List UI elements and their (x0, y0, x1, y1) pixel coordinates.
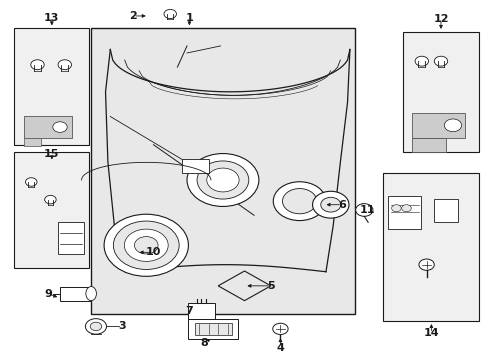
Text: 2: 2 (129, 11, 137, 21)
Text: 8: 8 (200, 338, 207, 348)
Bar (411, 113, 464, 138)
Ellipse shape (86, 287, 96, 301)
Circle shape (272, 323, 287, 334)
Circle shape (90, 322, 102, 330)
Text: 14: 14 (423, 328, 438, 338)
Bar (411, 138, 445, 152)
Circle shape (134, 237, 158, 254)
Bar (383, 173, 478, 321)
Bar (91, 28, 354, 314)
Circle shape (312, 191, 348, 218)
Circle shape (163, 9, 176, 19)
Circle shape (85, 319, 106, 334)
Text: 3: 3 (118, 321, 126, 332)
Circle shape (444, 119, 461, 132)
Bar (58, 222, 84, 254)
Circle shape (31, 60, 44, 69)
Bar (15, 28, 89, 145)
Circle shape (113, 221, 179, 270)
Circle shape (206, 168, 239, 192)
Circle shape (273, 182, 325, 221)
Text: 1: 1 (185, 13, 193, 23)
Text: 15: 15 (44, 149, 60, 158)
Circle shape (186, 153, 258, 207)
Text: 11: 11 (359, 205, 375, 215)
Circle shape (44, 195, 56, 204)
Text: 6: 6 (337, 200, 345, 210)
Text: 13: 13 (44, 13, 60, 23)
Bar (188, 319, 238, 339)
Bar (187, 303, 214, 319)
Circle shape (433, 56, 447, 66)
Circle shape (391, 205, 400, 212)
Bar (387, 196, 420, 229)
Bar (60, 287, 91, 301)
Bar (24, 117, 72, 138)
Bar (182, 159, 208, 173)
Circle shape (355, 204, 372, 216)
Circle shape (25, 178, 37, 186)
Circle shape (53, 122, 67, 132)
Text: 4: 4 (276, 343, 284, 352)
Circle shape (124, 229, 168, 261)
Circle shape (58, 60, 71, 69)
Text: 9: 9 (44, 289, 52, 298)
Circle shape (197, 161, 248, 199)
Circle shape (104, 214, 188, 276)
Bar (433, 199, 457, 222)
Bar (15, 152, 89, 268)
Bar (24, 138, 41, 147)
Circle shape (320, 197, 340, 212)
Bar (402, 32, 478, 152)
Bar (195, 323, 231, 335)
Circle shape (414, 56, 427, 66)
Text: 10: 10 (145, 247, 161, 257)
Text: 7: 7 (185, 306, 193, 316)
Circle shape (418, 259, 433, 270)
Text: 5: 5 (266, 281, 274, 291)
Circle shape (282, 189, 316, 214)
Text: 12: 12 (432, 14, 448, 24)
Circle shape (401, 205, 410, 212)
